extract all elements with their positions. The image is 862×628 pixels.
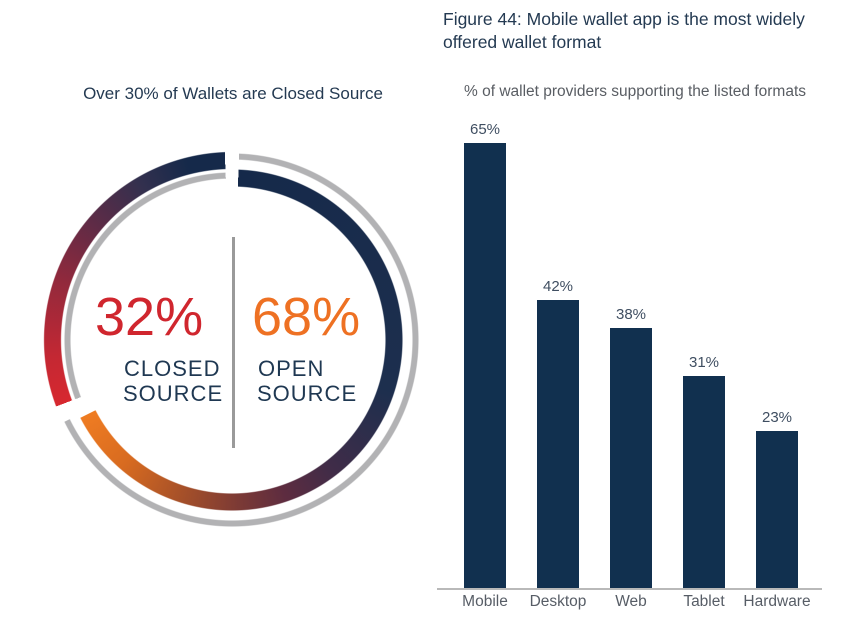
wallet-formats-bar-chart: 65% 42% 38% 31% 23% [437,120,832,588]
bar-value-label-mobile: 65% [469,121,501,138]
figure-title-line1: Figure 44: Mobile wallet app is the most… [443,9,805,29]
closed-source-label-line1: CLOSED [124,356,221,381]
x-axis-label-mobile: Mobile [462,593,508,610]
x-axis-label-tablet: Tablet [683,593,725,610]
x-axis-label-hardware: Hardware [743,593,811,610]
bar-mobile [464,143,506,588]
x-axis-label-desktop: Desktop [529,593,587,610]
open-source-label-line1: OPEN [258,356,325,381]
closed-source-label-line2: SOURCE [123,381,224,406]
open-source-label-line2: SOURCE [257,381,358,406]
closed-source-value: 32% [95,287,204,347]
bar-value-label-tablet: 31% [688,354,720,371]
bar-value-label-web: 38% [615,306,647,323]
donut-center-divider [232,237,235,448]
bar-web [610,328,652,588]
bar-chart-subtitle: % of wallet providers supporting the lis… [464,83,807,100]
bar-desktop [537,300,579,588]
bar-value-label-desktop: 42% [542,278,574,295]
open-source-value: 68% [252,287,361,347]
bar-value-label-hardware: 23% [761,409,793,426]
x-axis-label-web: Web [615,593,647,610]
figure-title-line2: offered wallet format [443,32,602,52]
donut-chart-title: Over 30% of Wallets are Closed Source [83,84,383,103]
bar-hardware [756,431,798,588]
bar-tablet [683,376,725,588]
x-axis-line [437,588,822,590]
